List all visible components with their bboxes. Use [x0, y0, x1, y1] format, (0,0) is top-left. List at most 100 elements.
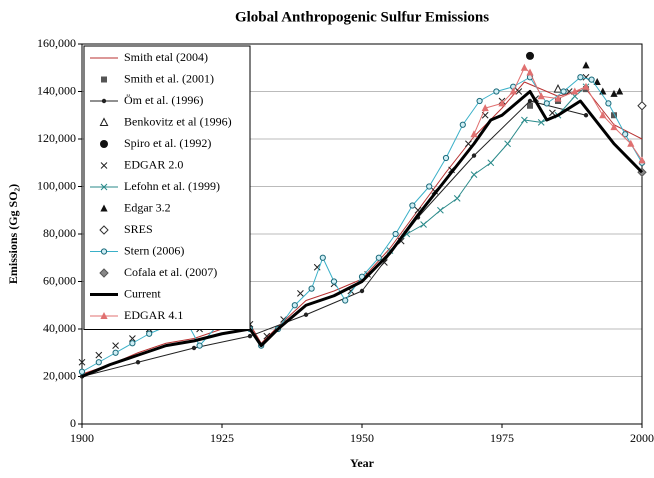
legend-label: Stern (2006)	[124, 243, 184, 257]
dot-marker	[191, 345, 197, 351]
y-tick-label: 100,000	[37, 178, 76, 192]
triangle-marker	[582, 61, 590, 69]
y-axis-label: Emissions (Gg SO₂)	[6, 184, 20, 284]
dot-marker	[247, 333, 253, 339]
triangle-marker	[100, 312, 108, 319]
x-marker	[521, 116, 528, 124]
circle-marker	[100, 140, 108, 148]
triangle-marker	[571, 87, 579, 95]
x-marker	[95, 351, 103, 359]
circle-marker	[605, 100, 612, 107]
legend-label: Smith etal (2004)	[124, 50, 208, 64]
circle-marker	[129, 340, 136, 347]
dot-marker	[303, 312, 309, 317]
circle-marker	[459, 121, 466, 128]
diamond-marker	[99, 225, 109, 235]
dot-marker	[527, 98, 533, 104]
circle-marker	[426, 183, 433, 190]
square-marker	[611, 112, 617, 119]
triangle-marker	[554, 94, 562, 102]
x-axis-label: Year	[350, 456, 375, 470]
circle-marker	[375, 254, 382, 261]
circle-marker	[291, 302, 298, 309]
triangle-marker	[498, 99, 506, 107]
x-marker	[504, 140, 511, 148]
x-marker	[515, 88, 523, 95]
series-line	[81, 81, 643, 375]
y-tick-label: 40,000	[43, 321, 76, 335]
x-marker	[313, 263, 321, 271]
triangle-marker	[99, 117, 109, 126]
x-marker	[487, 159, 495, 167]
series-line	[81, 90, 644, 378]
x-tick-label: 1925	[210, 431, 234, 445]
x-tick-label: 1900	[70, 431, 94, 445]
circle-marker	[543, 100, 550, 107]
circle-marker	[146, 330, 153, 337]
triangle-marker	[537, 92, 545, 100]
x-marker	[465, 140, 472, 148]
legend-label: EDGAR 4.1	[124, 308, 183, 322]
x-marker	[100, 162, 108, 169]
circle-marker	[526, 51, 534, 60]
circle-marker	[196, 342, 203, 349]
x-marker	[297, 290, 304, 297]
circle-marker	[493, 88, 500, 95]
triangle-marker	[520, 63, 528, 71]
y-tick-label: 0	[70, 416, 76, 430]
diamond-marker	[637, 101, 647, 111]
circle-marker	[112, 349, 119, 356]
circle-marker	[577, 74, 584, 81]
chart-title: Global Anthropogenic Sulfur Emissions	[235, 9, 489, 25]
circle-marker	[95, 359, 102, 366]
triangle-marker	[610, 89, 618, 97]
y-tick-label: 60,000	[43, 273, 76, 287]
legend-label: Cofala et al. (2007)	[124, 265, 217, 279]
triangle-marker	[627, 139, 635, 147]
circle-marker	[330, 278, 338, 285]
x-marker	[470, 171, 478, 178]
dot-marker	[135, 360, 141, 365]
x-marker	[537, 119, 545, 126]
legend-label: Smith et al. (2001)	[124, 71, 214, 85]
legend-label: Spiro et al. (1992)	[124, 136, 211, 150]
triangle-marker	[100, 204, 108, 212]
x-marker	[112, 342, 119, 349]
triangle-marker	[481, 104, 489, 112]
series-line	[81, 100, 587, 377]
circle-marker	[409, 202, 416, 209]
x-tick-label: 1975	[490, 431, 514, 445]
x-tick-label: 2000	[630, 431, 654, 445]
y-tick-label: 140,000	[37, 83, 76, 97]
circle-marker	[319, 254, 326, 261]
series-line	[473, 67, 643, 161]
triangle-marker	[526, 68, 534, 76]
triangle-marker	[509, 87, 517, 95]
dot-marker	[101, 98, 107, 104]
circle-marker	[442, 154, 450, 162]
legend-label: Benkovitz et al (1996)	[124, 114, 232, 128]
legend-label: SRES	[124, 222, 153, 236]
dot-marker	[359, 288, 365, 294]
circle-marker	[100, 248, 108, 255]
circle-marker	[342, 297, 349, 304]
plot-frame	[81, 43, 643, 425]
circle-marker	[588, 76, 595, 83]
x-marker	[549, 109, 556, 117]
triangle-marker	[470, 130, 478, 138]
legend-label: Edgar 3.2	[124, 200, 171, 214]
circle-marker	[78, 368, 86, 375]
x-marker	[437, 206, 444, 214]
x-tick-label: 1950	[350, 431, 374, 445]
legend-label: Lefohn et al. (1999)	[124, 179, 220, 193]
x-marker	[129, 335, 136, 342]
y-tick-label: 20,000	[43, 368, 76, 382]
x-marker	[420, 221, 427, 228]
x-marker	[78, 358, 86, 366]
diamond-marker	[99, 268, 109, 278]
y-tick-label: 120,000	[37, 131, 76, 145]
circle-marker	[622, 131, 629, 138]
y-tick-label: 80,000	[43, 226, 76, 240]
triangle-marker	[582, 82, 590, 90]
